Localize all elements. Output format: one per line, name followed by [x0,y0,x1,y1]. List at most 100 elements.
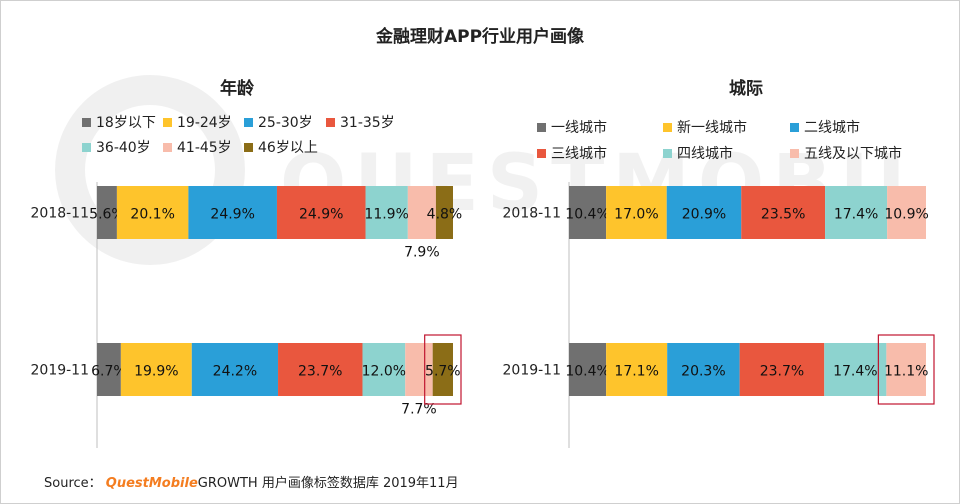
age-legend-label: 41-45岁 [177,140,232,156]
city-data-label: 10.4% [565,207,609,223]
age-bar-segment [120,343,192,396]
age-data-label: 7.9% [404,245,440,261]
city-legend-item: 四线城市 [663,143,733,163]
city-legend-item: 一线城市 [537,117,607,137]
main-title: 金融理财APP行业用户画像 [375,27,585,47]
age-bar-segment [278,343,363,396]
source-suffix: GROWTH 用户画像标签数据库 2019年11月 [197,476,459,491]
city-legend-label: 三线城市 [551,146,607,162]
age-legend-swatch [244,117,253,127]
source-note: Source： QuestMobileGROWTH 用户画像标签数据库 2019… [44,472,459,491]
age-legend-label: 36-40岁 [96,140,151,156]
age-legend-item: 31-35岁 [326,112,395,132]
city-legend-item: 五线及以下城市 [790,143,902,163]
age-bar-segment [97,186,117,239]
city-bar-segment [825,186,888,239]
age-legend-swatch [82,117,91,127]
age-data-label: 23.7% [298,364,342,380]
city-bar-segment [666,186,742,239]
age-bar-segment [435,186,453,239]
age-legend-item: 46岁以上 [244,137,318,157]
city-bar-segment [824,343,887,396]
city-legend-label: 四线城市 [677,146,733,162]
city-bar-segment [606,186,667,239]
age-legend-label: 46岁以上 [258,140,318,156]
city-data-label: 10.9% [884,207,928,223]
city-data-label: 23.5% [761,207,805,223]
city-category-label: 2019-11 [503,363,562,379]
age-legend-label: 19-24岁 [177,115,232,131]
age-bar-segment [97,343,121,396]
age-legend-label: 25-30岁 [258,115,313,131]
age-bar-segment [432,343,453,396]
age-data-label: 5.7% [425,364,461,380]
city-bar-segment [606,343,668,396]
city-legend-swatch [790,148,799,158]
city-data-label: 20.9% [682,207,726,223]
city-bar-segment [667,343,740,396]
age-bar-segment [405,343,433,396]
age-legend-swatch [326,117,335,127]
city-legend-swatch [663,148,672,158]
city-data-label: 17.0% [614,207,658,223]
age-category-label: 2019-11 [31,363,90,379]
age-bar-segment [276,186,366,239]
age-data-label: 4.8% [427,207,463,223]
city-legend-swatch [537,148,546,158]
age-bar-segment [362,343,406,396]
city-highlight-box [877,334,935,405]
age-data-label: 11.9% [364,207,408,223]
city-bar-segment [569,343,607,396]
age-data-label: 6.7% [91,364,127,380]
city-chart-title: 城际 [729,79,763,99]
age-legend-item: 19-24岁 [163,112,232,132]
age-legend-item: 18岁以下 [82,112,156,132]
city-data-label: 10.4% [565,364,609,380]
city-data-label: 17.4% [834,207,878,223]
age-category-label: 2018-11 [31,206,90,222]
age-legend-swatch [163,117,172,127]
age-legend-swatch [244,142,253,152]
age-bar-segment [407,186,436,239]
age-data-label: 20.1% [130,207,174,223]
age-data-label: 7.7% [401,402,437,418]
age-data-label: 24.9% [210,207,254,223]
city-legend-swatch [790,122,799,132]
city-legend-label: 新一线城市 [677,120,747,136]
age-bar-segment [188,186,277,239]
source-prefix: Source： [44,476,102,491]
age-legend-swatch [82,142,91,152]
age-highlight-box [424,334,462,405]
age-bar-segment [191,343,279,396]
city-legend-label: 一线城市 [551,120,607,136]
city-legend-label: 五线及以下城市 [804,146,902,162]
source-brand: QuestMobile [105,476,198,491]
age-legend-label: 31-35岁 [340,115,395,131]
city-data-label: 17.4% [833,364,877,380]
city-legend-item: 新一线城市 [663,117,747,137]
age-legend-item: 41-45岁 [163,137,232,157]
age-data-label: 24.9% [299,207,343,223]
city-legend-swatch [663,122,672,132]
city-bar-segment [887,186,926,239]
city-data-label: 23.7% [760,364,804,380]
city-bar-segment [739,343,825,396]
age-legend-item: 25-30岁 [244,112,313,132]
age-legend-item: 36-40岁 [82,137,151,157]
age-data-label: 12.0% [362,364,406,380]
age-legend-label: 18岁以下 [96,115,156,131]
city-bar-segment [569,186,607,239]
city-data-label: 20.3% [681,364,725,380]
age-legend-swatch [163,142,172,152]
city-legend-swatch [537,122,546,132]
city-chart: 2018-11 10.4% 17.0% 20.9% 23.5% 17.4% 10.9%201… [503,182,935,448]
age-bar-segment [365,186,408,239]
age-data-label: 5.6% [89,207,125,223]
city-legend-label: 二线城市 [804,120,860,136]
city-data-label: 11.1% [884,364,928,380]
city-bar-segment [741,186,826,239]
age-chart-title: 年龄 [220,79,254,99]
city-bar-segment [886,343,926,396]
city-data-label: 17.1% [614,364,658,380]
